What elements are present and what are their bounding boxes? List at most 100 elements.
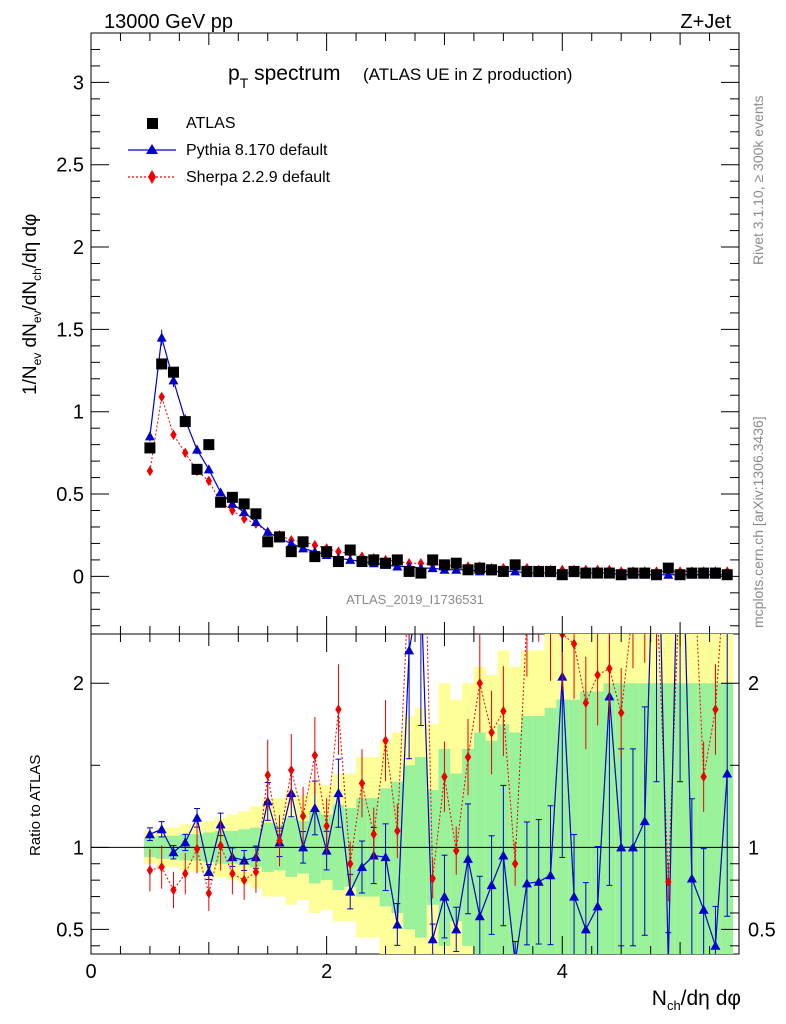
header-process: Z+Jet [680, 11, 731, 33]
pythia-ratio-point-49 [722, 768, 733, 778]
title-sub: T [240, 75, 249, 91]
atlas-point-5 [203, 439, 215, 451]
atlas-point-31 [509, 559, 521, 571]
pythia-ratio-point-20 [380, 852, 391, 862]
ratio-ytick-label-right-1: 1 [748, 837, 759, 859]
sherpa-ratio-point-32 [524, 612, 530, 622]
plot-title: pT spectrum [228, 62, 340, 91]
atlas-point-10 [262, 536, 274, 548]
sherpa-ratio-point-15 [323, 820, 330, 832]
sherpa-ratio-point-10 [264, 769, 271, 781]
pythia-ratio-point-26 [451, 924, 462, 934]
atlas-point-48 [709, 567, 721, 579]
main-series [144, 329, 733, 581]
atlas-point-47 [698, 567, 710, 579]
sherpa-ratio-point-5 [205, 888, 213, 899]
main-series-clip [144, 329, 733, 581]
pythia-point-44 [663, 569, 674, 579]
atlas-point-44 [662, 562, 674, 574]
pythia-ratio-point-48 [710, 940, 721, 950]
pythia-ratio-point-5 [203, 866, 214, 876]
atlas-point-20 [380, 557, 392, 569]
sherpa-ratio-point-41 [630, 603, 636, 613]
band-inner-43 [650, 683, 663, 954]
atlas-point-11 [274, 531, 286, 543]
atlas-point-29 [486, 564, 498, 576]
pythia-ratio-point-46 [686, 873, 697, 883]
sherpa-ratio-point-11 [276, 835, 283, 846]
pythia-ratio-point-13 [298, 842, 309, 852]
sherpa-ratio-point-25 [441, 771, 448, 782]
pythia-point-24 [427, 563, 438, 573]
sherpa-ratio-point-47 [700, 771, 707, 782]
pythia-ratio-point-27 [463, 853, 474, 863]
pythia-point-6 [215, 487, 226, 497]
title-main: p [228, 62, 240, 85]
pythia-ratio-point-43 [652, 432, 662, 441]
pythia-point-17 [345, 554, 356, 564]
sherpa-ratio-point-3 [182, 868, 189, 879]
band-inner-38 [591, 691, 604, 954]
pythia-ratio-point-16 [333, 788, 344, 798]
pythia-ratio-point-3 [180, 837, 191, 847]
legend: ATLAS Pythia 8.170 default Sherpa 2.2.9 … [128, 115, 331, 186]
atlas-point-35 [556, 569, 568, 581]
sherpa-ratio-point-9 [252, 866, 260, 878]
atlas-point-24 [427, 554, 439, 566]
atlas-point-9 [250, 508, 262, 520]
sherpa-point-3 [182, 447, 189, 459]
sherpa-ratio-point-21 [394, 825, 401, 837]
sherpa-ratio-point-44 [665, 876, 672, 887]
axis-ticks: 00.511.522.530 2 40.5 0.51 12 2 [56, 33, 776, 983]
atlas-point-19 [368, 554, 380, 566]
band-inner-28 [473, 732, 486, 954]
sherpa-ratio-point-43 [653, 580, 659, 590]
sherpa-ratio-point-14 [311, 750, 319, 761]
x-axis-label: Nch/dη dφ [652, 987, 741, 1013]
ratio-series-clip [144, 350, 733, 966]
sherpa-point-8 [240, 513, 248, 524]
pythia-ratio-point-44 [663, 957, 673, 966]
ratio-series [144, 350, 733, 966]
atlas-point-36 [568, 565, 580, 577]
pythia-point-13 [298, 543, 309, 553]
atlas-point-32 [521, 565, 533, 577]
main-y-axis-label: 1/Nev dNev/dNch/dη dφ [20, 214, 44, 395]
sherpa-ratio-point-48 [712, 704, 719, 715]
atlas-point-42 [639, 567, 651, 579]
sherpa-ratio-point-46 [689, 514, 695, 524]
sherpa-ratio-point-6 [217, 840, 224, 851]
legend-sherpa-label: Sherpa 2.2.9 default [186, 169, 331, 186]
atlas-point-38 [592, 567, 604, 579]
sherpa-ratio-point-24 [429, 873, 436, 884]
sherpa-ratio-point-29 [488, 727, 495, 738]
sherpa-point-0 [146, 465, 154, 477]
band-inner-48 [709, 683, 722, 954]
atlas-point-3 [179, 416, 191, 428]
pythia-point-0 [144, 431, 155, 441]
pythia-point-10 [262, 526, 273, 536]
atlas-point-23 [415, 567, 427, 579]
pythia-ratio-point-24 [427, 934, 438, 944]
pythia-ratio-point-47 [698, 904, 709, 914]
xtick-label-1: 2 [321, 961, 332, 983]
pythia-point-5 [203, 464, 214, 474]
atlas-point-27 [462, 564, 474, 576]
sherpa-ratio-point-49 [724, 530, 730, 540]
sherpa-ratio-point-16 [335, 704, 342, 715]
pythia-point-9 [250, 517, 261, 527]
sherpa-ratio-point-19 [370, 829, 377, 840]
atlas-point-15 [321, 546, 333, 558]
atlas-point-1 [156, 358, 168, 370]
title-note: (ATLAS UE in Z production) [363, 65, 572, 84]
atlas-point-17 [344, 544, 356, 556]
ratio-y-axis-label: Ratio to ATLAS [27, 755, 44, 856]
sherpa-ratio-point-23 [418, 350, 424, 360]
sherpa-ratio-point-30 [500, 705, 507, 717]
pythia-ratio-point-2 [168, 847, 179, 857]
sherpa-point-2 [170, 429, 177, 440]
atlas-point-37 [580, 567, 592, 579]
pythia-ratio-point-37 [580, 924, 591, 934]
sherpa-ratio-point-18 [358, 778, 366, 789]
pythia-ratio-point-17 [345, 886, 356, 896]
